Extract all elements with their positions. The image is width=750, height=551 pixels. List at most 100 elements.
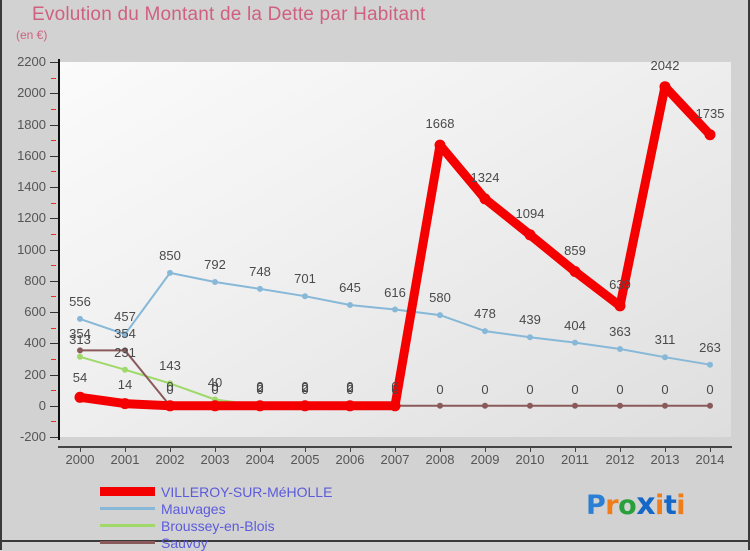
data-point-label: 748	[249, 263, 271, 279]
logo-letter-2: o	[618, 490, 637, 521]
data-point-label: 0	[256, 378, 264, 394]
legend-swatch-icon	[100, 541, 155, 544]
legend-swatch-icon	[100, 507, 155, 510]
y-tick-minor	[51, 171, 56, 173]
y-tick-minor	[51, 358, 56, 360]
x-tick	[125, 446, 126, 452]
data-point-label: 404	[564, 317, 586, 333]
x-tick-label: 2007	[380, 452, 410, 467]
y-tick	[50, 93, 58, 95]
data-point-label: 2	[346, 380, 354, 396]
x-tick-label: 2005	[290, 452, 320, 467]
data-point-label: 1094	[515, 205, 545, 221]
x-tick-label: 2012	[605, 452, 635, 467]
y-tick-minor	[51, 390, 56, 392]
data-point-label: 363	[609, 324, 631, 340]
data-point-label: 792	[204, 257, 226, 272]
x-tick-label: 2002	[155, 452, 185, 467]
x-tick-label: 2014	[695, 452, 725, 467]
legend-label: Sauvoy	[161, 534, 208, 551]
x-tick	[80, 446, 81, 452]
data-point-label: 0	[256, 381, 264, 397]
data-point-label: 0	[166, 381, 174, 397]
data-point-label: 313	[69, 331, 91, 347]
legend-item-3[interactable]: Sauvoy	[100, 534, 460, 551]
data-point-label: 143	[159, 358, 181, 374]
y-axis-line	[58, 59, 60, 440]
data-point-label: 0	[346, 378, 354, 394]
data-point-label: 231	[114, 344, 136, 360]
data-point-label: 0	[346, 381, 354, 397]
data-point-label: 0	[211, 381, 219, 397]
y-tick	[50, 312, 58, 313]
y-tick	[50, 280, 58, 282]
data-point-label: 0	[661, 381, 669, 397]
y-tick-label: 800	[24, 272, 46, 288]
legend-item-0[interactable]: VILLEROY-SUR-MéHOLLE	[100, 483, 460, 500]
data-point-label: 354	[114, 326, 136, 342]
data-point-label: 2	[256, 380, 264, 396]
y-tick-label: 2000	[17, 85, 46, 101]
y-tick-label: 1600	[17, 147, 46, 163]
legend-swatch-icon	[100, 487, 155, 496]
data-point-label: 2042	[650, 57, 680, 73]
x-tick	[215, 446, 216, 452]
data-point-label: 0	[706, 381, 714, 397]
y-tick-minor	[51, 140, 56, 142]
data-point-label: 556	[69, 293, 91, 309]
data-point-label: 0	[391, 381, 399, 397]
y-tick-label: -200	[19, 429, 46, 444]
x-tick	[170, 446, 171, 452]
y-tick-label: 1800	[17, 116, 46, 132]
y-tick-minor	[51, 421, 56, 423]
data-point-label: 1735	[695, 105, 725, 121]
border-right	[748, 0, 750, 550]
x-tick	[620, 446, 621, 452]
data-point-label: 850	[159, 247, 181, 263]
logo-letter-3: x	[636, 487, 656, 522]
data-point-label: 0	[166, 378, 174, 394]
chart-subtitle: (en €)	[16, 28, 48, 42]
x-tick	[485, 446, 486, 452]
y-tick	[50, 218, 58, 220]
y-tick-label: 200	[24, 366, 46, 382]
y-tick-label: 1000	[17, 241, 46, 257]
y-tick-label: 2200	[17, 54, 46, 69]
y-tick-minor	[51, 265, 56, 267]
y-tick	[50, 343, 58, 345]
legend-item-1[interactable]: Mauvages	[100, 500, 460, 517]
legend-item-2[interactable]: Broussey-en-Blois	[100, 517, 460, 534]
data-point-label: 580	[429, 290, 451, 306]
data-point-label: 0	[211, 378, 219, 394]
y-tick	[50, 437, 58, 438]
x-tick-label: 2001	[110, 452, 140, 467]
data-point-label: 478	[474, 306, 496, 322]
data-point-label: 54	[72, 370, 88, 386]
x-tick-label: 2003	[200, 452, 230, 467]
y-tick-minor	[51, 108, 56, 110]
x-tick-label: 2008	[425, 452, 455, 467]
border-left	[0, 0, 2, 550]
data-point-label: 311	[654, 332, 676, 348]
data-point-label: 0	[481, 381, 489, 397]
y-axis: -200 0 200 400 600 800 1000 1200 1400 1600 1800 200…	[0, 0, 58, 550]
x-tick	[305, 446, 306, 452]
logo-letter-4: i	[655, 490, 664, 521]
data-point-label: 0	[436, 381, 444, 397]
legend-label: Mauvages	[161, 500, 226, 517]
legend: VILLEROY-SUR-MéHOLLE Mauvages Broussey-en-…	[100, 483, 460, 551]
y-tick-label: 0	[38, 397, 46, 413]
x-tick-label: 2000	[65, 452, 95, 467]
data-point-label: 859	[564, 242, 586, 258]
data-point-label: 263	[699, 339, 721, 355]
y-tick	[50, 374, 58, 376]
data-point-label: 0	[571, 381, 579, 397]
y-tick-minor	[51, 233, 56, 235]
data-point-label: 1324	[470, 169, 500, 185]
data-point-label: 40	[207, 374, 223, 390]
x-tick	[710, 446, 711, 452]
x-tick	[665, 446, 666, 452]
data-point-label: 354	[69, 326, 91, 342]
proxiti-logo: Proxiti	[586, 487, 685, 522]
